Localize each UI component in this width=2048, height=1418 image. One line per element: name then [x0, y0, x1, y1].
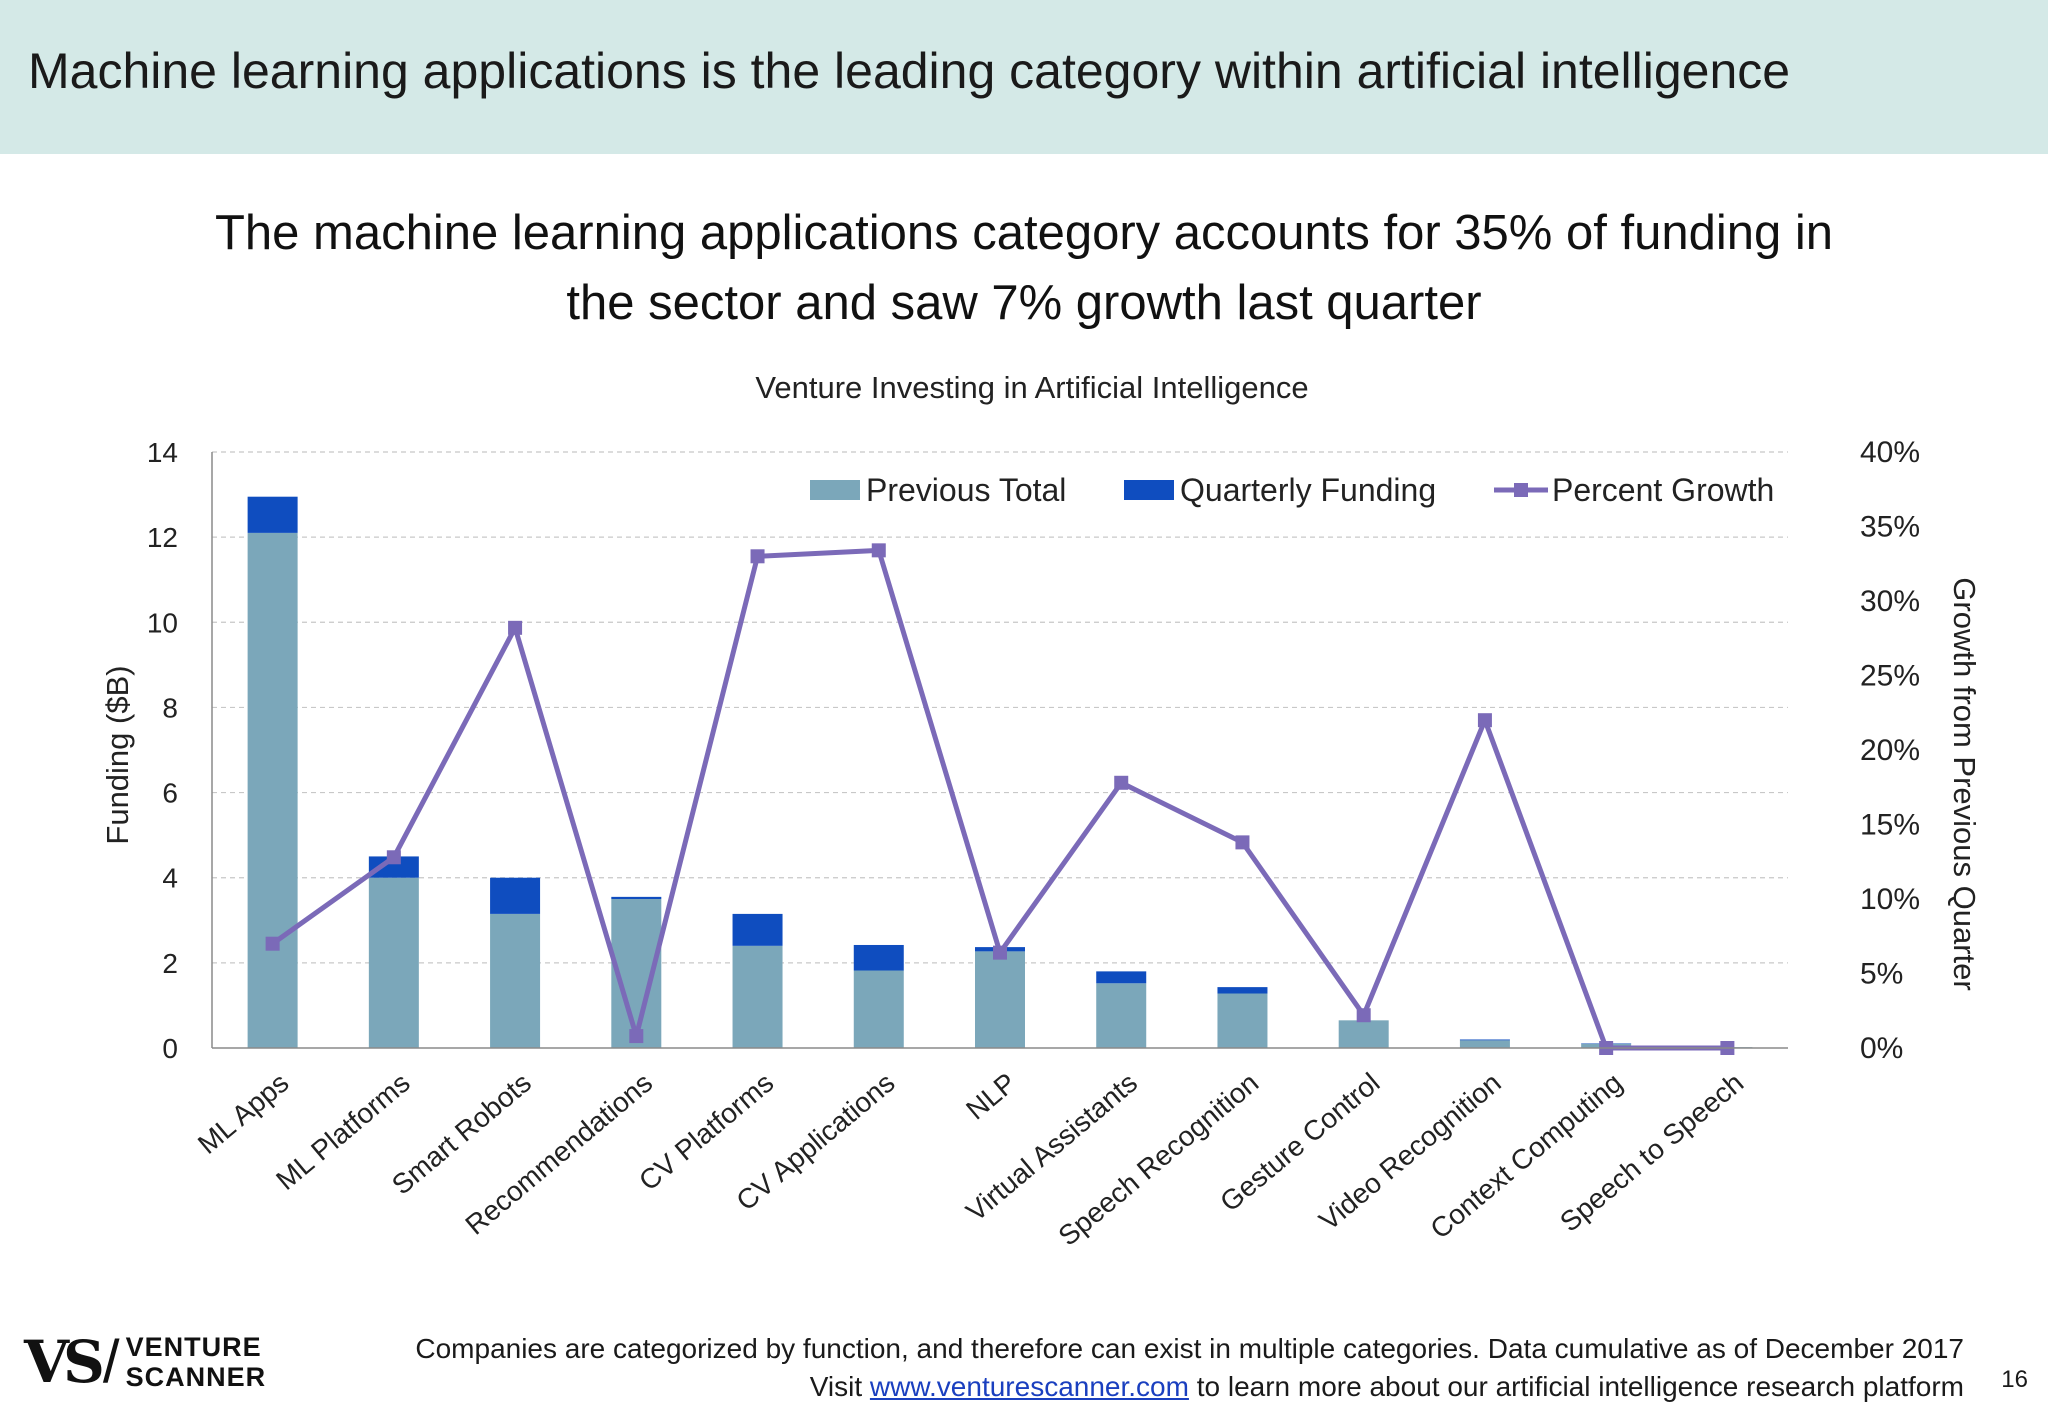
y-axis-ticks: 0 2 4 6 8 10 12 14: [147, 437, 178, 1064]
bar-previous-total: [1459, 1040, 1510, 1048]
bar-previous-total: [853, 970, 904, 1048]
growth-point: [993, 945, 1007, 960]
y2-tick-label: 5%: [1860, 958, 1903, 991]
legend-label: Percent Growth: [1552, 472, 1774, 508]
growth-line: [265, 543, 1735, 1055]
header-band: Machine learning applications is the lea…: [0, 0, 2048, 154]
subtitle-line-1: The machine learning applications catego…: [215, 206, 1833, 260]
y2-tick-label: 25%: [1860, 660, 1920, 693]
x-tick-label: ML Apps: [192, 1067, 295, 1160]
subtitle-line-2: the sector and saw 7% growth last quarte…: [566, 276, 1482, 330]
bar-quarterly-funding: [490, 877, 541, 914]
x-tick-label: NLP: [960, 1067, 1022, 1126]
logo-slash-icon: /: [102, 1328, 120, 1395]
bar-previous-total: [975, 951, 1025, 1048]
logo-wordmark: VENTURE SCANNER: [125, 1332, 267, 1392]
bar-previous-total: [1217, 993, 1268, 1048]
y-tick-label: 4: [162, 863, 178, 894]
legend-swatch: [810, 480, 860, 500]
legend-label: Previous Total: [866, 472, 1066, 508]
growth-point: [750, 549, 765, 564]
legend: Previous Total Quarterly Funding Percent G…: [810, 472, 1774, 508]
y-tick-label: 10: [147, 607, 178, 638]
y-tick-label: 12: [147, 522, 178, 553]
y2-tick-label: 40%: [1860, 436, 1920, 469]
growth-point: [265, 936, 280, 951]
growth-point: [629, 1029, 644, 1044]
growth-point: [871, 543, 886, 558]
bar-previous-total: [247, 532, 298, 1048]
y2-axis-label: Growth from Previous Quarter: [1947, 577, 1982, 990]
bar-quarterly-funding: [853, 944, 904, 971]
bar-quarterly-funding: [368, 856, 419, 878]
bar-quarterly-funding: [1217, 987, 1268, 994]
bar-quarterly-funding: [247, 496, 298, 533]
slide-subtitle: The machine learning applications catego…: [0, 198, 2048, 338]
y2-axis-ticks: 0% 5% 10% 15% 20% 25% 30% 35% 40%: [1860, 436, 1920, 1065]
bar-quarterly-funding: [1096, 971, 1147, 984]
bar-quarterly-funding: [611, 896, 662, 899]
bar-quarterly-funding: [732, 913, 783, 946]
y-tick-label: 2: [162, 948, 178, 979]
bar-previous-total: [1338, 1020, 1389, 1048]
growth-point: [1235, 835, 1250, 850]
footer-note: Companies are categorized by function, a…: [415, 1330, 1964, 1406]
growth-point: [508, 620, 523, 635]
bar-previous-total: [490, 913, 541, 1048]
vs-logo-icon: VS: [24, 1328, 105, 1396]
bar-previous-total: [1096, 983, 1147, 1048]
legend-label: Quarterly Funding: [1180, 472, 1436, 508]
y-tick-label: 0: [162, 1033, 178, 1064]
page-number: 16: [2001, 1366, 2028, 1393]
y-tick-label: 6: [162, 778, 178, 809]
growth-point: [386, 850, 401, 865]
bar-previous-total: [732, 945, 783, 1048]
y2-tick-label: 0%: [1860, 1032, 1903, 1065]
venturescanner-link[interactable]: www.venturescanner.com: [869, 1371, 1189, 1402]
gridlines: [212, 451, 1788, 964]
bar-previous-total: [368, 877, 419, 1048]
y2-tick-label: 15%: [1860, 809, 1920, 842]
axes: [211, 452, 1788, 1049]
y-axis-label: Funding ($B): [100, 665, 135, 844]
bars: [247, 496, 1753, 1048]
y2-tick-label: 20%: [1860, 734, 1920, 767]
y2-tick-label: 10%: [1860, 883, 1920, 916]
y2-tick-label: 35%: [1860, 511, 1920, 544]
venture-scanner-logo: VS / VENTURE SCANNER: [24, 1330, 266, 1394]
funding-chart: Venture Investing in Artificial Intellig…: [100, 370, 1982, 1252]
growth-point: [1477, 713, 1492, 728]
y-tick-label: 8: [162, 692, 178, 723]
legend-marker: [1514, 483, 1528, 497]
y-tick-label: 14: [147, 437, 178, 468]
footer-note-line-1: Companies are categorized by function, a…: [415, 1333, 1964, 1364]
y2-tick-label: 30%: [1860, 585, 1920, 618]
growth-point: [1356, 1008, 1371, 1023]
page-title: Machine learning applications is the lea…: [28, 43, 1791, 99]
growth-point: [1114, 775, 1129, 790]
bar-quarterly-funding: [1459, 1039, 1510, 1041]
footer-note-line-2: Visit www.venturescanner.com to learn mo…: [809, 1371, 1964, 1402]
chart-title: Venture Investing in Artificial Intellig…: [755, 370, 1308, 405]
x-tick-label: Speech Recognition: [1052, 1067, 1264, 1252]
legend-swatch: [1124, 480, 1174, 500]
